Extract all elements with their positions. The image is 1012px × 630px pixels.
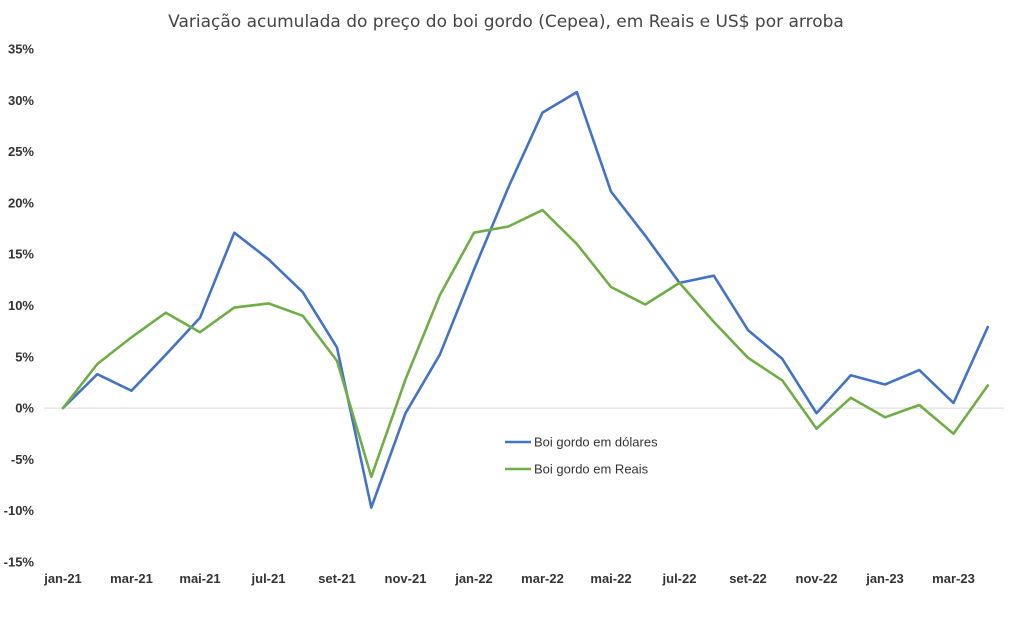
- y-tick-label: -5%: [11, 452, 35, 467]
- x-tick-label: jan-23: [865, 571, 904, 586]
- x-tick-label: set-21: [318, 571, 356, 586]
- y-tick-label: -15%: [4, 555, 35, 570]
- x-tick-label: mar-22: [521, 571, 564, 586]
- chart-title: Variação acumulada do preço do boi gordo…: [168, 12, 844, 32]
- legend-label: Boi gordo em Reais: [534, 462, 649, 477]
- x-tick-label: set-22: [729, 571, 767, 586]
- x-tick-label: mai-21: [179, 571, 220, 586]
- x-tick-label: jan-21: [43, 571, 82, 586]
- y-tick-label: 15%: [8, 247, 34, 262]
- y-tick-label: 30%: [8, 93, 34, 108]
- legend: Boi gordo em dólares Boi gordo em Reais: [505, 435, 658, 477]
- y-tick-label: 5%: [15, 349, 34, 364]
- y-tick-label: 0%: [15, 401, 34, 416]
- x-tick-label: jul-21: [251, 571, 286, 586]
- series-layer: [61, 90, 990, 509]
- x-tick-label: mai-22: [590, 571, 631, 586]
- x-tick-label: mar-21: [110, 571, 153, 586]
- y-tick-label: 25%: [8, 144, 34, 159]
- y-tick-label: 20%: [8, 195, 34, 210]
- y-tick-label: 10%: [8, 298, 34, 313]
- legend-label: Boi gordo em dólares: [534, 435, 658, 450]
- x-tick-label: jan-22: [454, 571, 493, 586]
- y-axis: 35% 30% 25% 20% 15% 10% 5% 0% -5% -10% -15%: [4, 42, 35, 570]
- series-line-reais: [61, 208, 990, 479]
- x-axis: jan-21 mar-21 mai-21 jul-21 set-21 nov-21 jan-…: [43, 571, 975, 586]
- x-tick-label: mar-23: [932, 571, 975, 586]
- x-tick-label: nov-22: [796, 571, 838, 586]
- x-tick-label: nov-21: [385, 571, 427, 586]
- y-tick-label: 35%: [8, 42, 34, 57]
- y-tick-label: -10%: [4, 503, 35, 518]
- series-line-dolares: [61, 90, 990, 509]
- x-tick-label: jul-22: [662, 571, 697, 586]
